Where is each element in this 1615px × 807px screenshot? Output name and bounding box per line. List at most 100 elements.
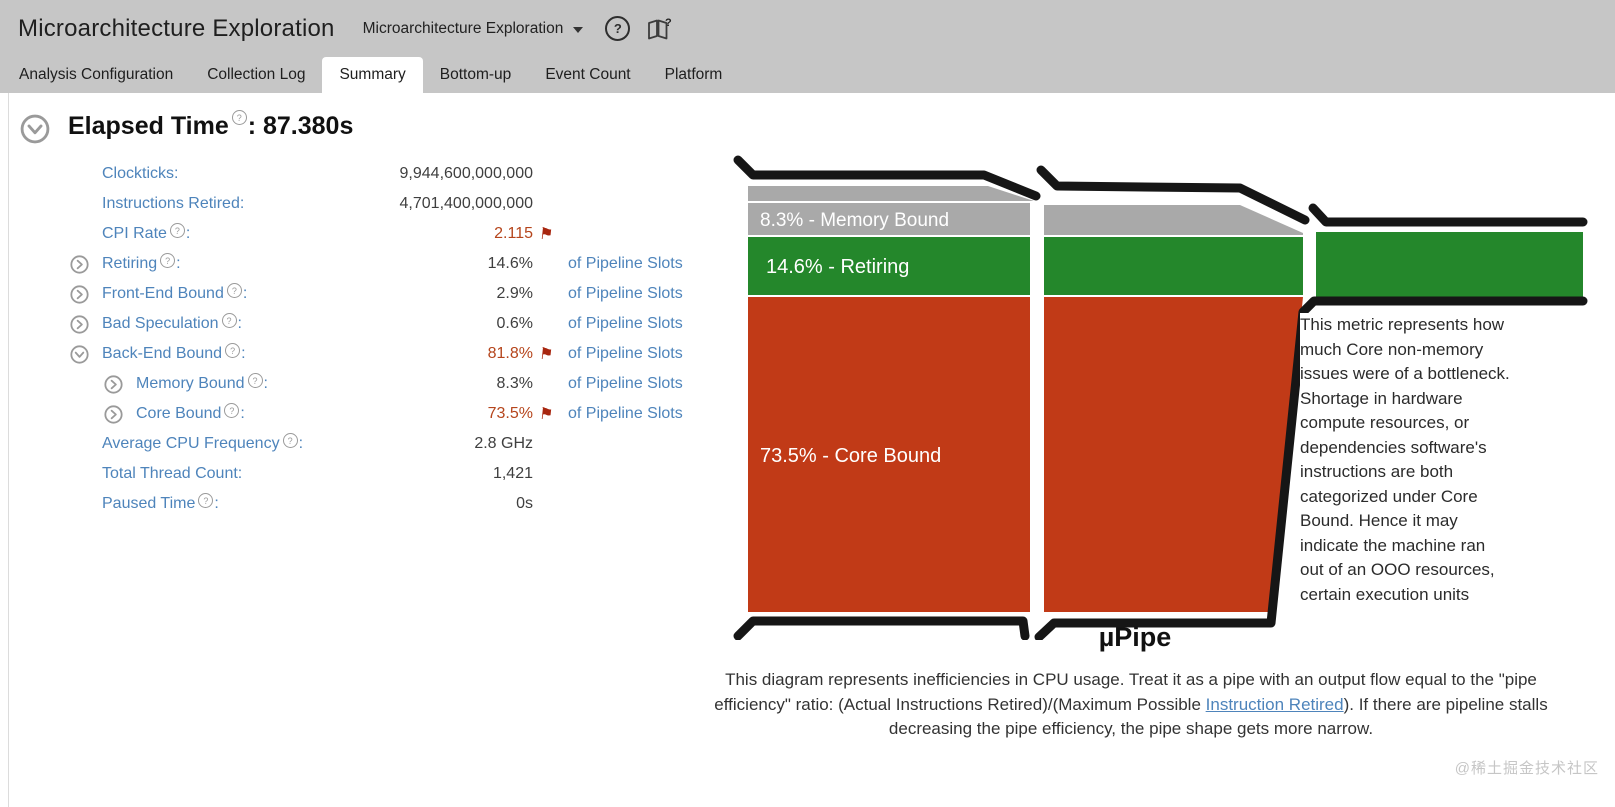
- flag-icon: ⚑: [538, 346, 555, 363]
- metric-label: Memory Bound: [136, 375, 245, 392]
- metric-value: 14.6%: [487, 255, 533, 272]
- watermark: @稀土掘金技术社区: [1454, 760, 1599, 777]
- help-icon[interactable]: ?: [221, 313, 237, 328]
- upipe-diagram: 8.3% - Memory Bound 14.6% - Retiring 73.…: [722, 140, 1592, 642]
- pipe-segment-memory-bound-2[interactable]: [1044, 205, 1303, 235]
- metric-label: Bad Speculation: [102, 315, 219, 332]
- metric-unit: of Pipeline Slots: [568, 375, 683, 392]
- metric-label: Total Thread Count: [102, 465, 238, 482]
- metric-value: 4,701,400,000,000: [399, 195, 533, 212]
- metric-unit: of Pipeline Slots: [568, 405, 683, 422]
- tab-bar: Analysis Configuration Collection Log Su…: [0, 57, 1615, 93]
- metric-label: Instructions Retired: [102, 195, 240, 212]
- metric-row-retiring: Retiring?: 14.6% of Pipeline Slots: [68, 250, 768, 280]
- metric-row-back-end-bound: Back-End Bound?: 81.8% ⚑ of Pipeline Slo…: [68, 340, 768, 370]
- metric-row-total-thread-count: Total Thread Count: 1,421: [102, 465, 533, 482]
- help-icon[interactable]: ?: [169, 223, 185, 238]
- app-title: Microarchitecture Exploration: [18, 14, 335, 42]
- metric-row-memory-bound: Memory Bound?: 8.3% of Pipeline Slots: [68, 370, 768, 400]
- metric-value: 0s: [516, 495, 533, 512]
- documentation-book-icon[interactable]: ?: [646, 17, 672, 41]
- metric-row-cpi-rate: CPI Rate?: 2.115 ⚑: [102, 223, 555, 243]
- instruction-retired-link[interactable]: Instruction Retired: [1205, 694, 1344, 714]
- metric-unit: of Pipeline Slots: [568, 285, 683, 302]
- pipe-label-retiring: 14.6% - Retiring: [766, 256, 909, 278]
- metric-value: 2.115: [494, 225, 533, 242]
- tab-collection-log[interactable]: Collection Log: [207, 66, 306, 83]
- metrics-list: Clockticks: 9,944,600,000,000 Instructio…: [68, 160, 768, 520]
- help-icon[interactable]: ?: [231, 110, 247, 125]
- expand-icon[interactable]: [104, 405, 123, 424]
- metric-row-average-cpu-frequency: Average CPU Frequency?: 2.8 GHz: [102, 433, 533, 452]
- pipe-segment-core-bound[interactable]: [748, 297, 1030, 612]
- expand-icon[interactable]: [70, 255, 89, 274]
- metric-label: Core Bound: [136, 405, 222, 422]
- analysis-selector-label: Microarchitecture Exploration: [362, 19, 564, 37]
- caption-text: This diagram represents inefficiencies i…: [714, 670, 1537, 714]
- chevron-down-icon: [573, 26, 584, 33]
- expand-icon[interactable]: [70, 315, 89, 334]
- metric-row-paused-time: Paused Time?: 0s: [102, 493, 533, 512]
- expand-icon[interactable]: [70, 285, 89, 304]
- metric-unit: of Pipeline Slots: [568, 315, 683, 332]
- metric-row-instructions-retired: Instructions Retired: 4,701,400,000,000: [102, 195, 533, 212]
- metric-row-bad-speculation: Bad Speculation?: 0.6% of Pipeline Slots: [68, 310, 768, 340]
- pipe-segment-core-bound-2[interactable]: [1044, 297, 1303, 612]
- analysis-type-selector[interactable]: Microarchitecture Exploration: [363, 20, 584, 38]
- help-icon[interactable]: ?: [160, 253, 176, 268]
- pipe-segment-retiring-3[interactable]: [1316, 232, 1583, 297]
- pipe-segment-memory-bound[interactable]: [748, 203, 1030, 235]
- metric-value: 81.8%: [487, 345, 533, 362]
- pipe-label-core-bound: 73.5% - Core Bound: [760, 445, 941, 467]
- metric-value: 0.6%: [496, 315, 533, 332]
- tab-analysis-configuration[interactable]: Analysis Configuration: [19, 66, 174, 83]
- help-icon[interactable]: ?: [226, 283, 242, 298]
- app-header: Microarchitecture Exploration Microarchi…: [0, 0, 1615, 57]
- help-icon[interactable]: ?: [605, 16, 631, 41]
- core-bound-tooltip: This metric represents how much Core non…: [1300, 313, 1510, 623]
- doc-help-mark: ?: [665, 17, 672, 29]
- metric-label: Front-End Bound: [102, 285, 224, 302]
- help-icon[interactable]: ?: [247, 373, 263, 388]
- panel-divider: [8, 93, 9, 807]
- metric-label: Clockticks: [102, 165, 175, 182]
- collapse-section-icon[interactable]: [20, 114, 50, 144]
- help-icon[interactable]: ?: [198, 493, 214, 508]
- flag-icon: ⚑: [538, 226, 555, 243]
- help-icon[interactable]: ?: [224, 403, 240, 418]
- expand-icon[interactable]: [104, 375, 123, 394]
- pipe-label-memory-bound: 8.3% - Memory Bound: [760, 210, 949, 231]
- help-icon[interactable]: ?: [282, 433, 298, 448]
- flag-icon: ⚑: [538, 406, 555, 423]
- pipe-segment-retiring[interactable]: [748, 237, 1030, 295]
- metric-value: 8.3%: [496, 375, 533, 392]
- metric-value: 2.8 GHz: [474, 435, 533, 452]
- collapse-icon[interactable]: [70, 345, 89, 364]
- metric-value: 1,421: [492, 465, 533, 482]
- tab-platform[interactable]: Platform: [664, 66, 723, 83]
- metric-unit: of Pipeline Slots: [568, 255, 683, 272]
- pipe-segment-retiring-2[interactable]: [1044, 237, 1303, 295]
- upipe-title: µPipe: [1098, 622, 1172, 652]
- section-title-label: Elapsed Time: [68, 112, 229, 140]
- pipe-gray-slope: [748, 186, 1034, 201]
- metric-label: Back-End Bound: [102, 345, 223, 362]
- upipe-caption: This diagram represents inefficiencies i…: [706, 668, 1556, 742]
- metric-label: Paused Time: [102, 495, 196, 512]
- caption-text: ). If there are pipeline stalls decreasi…: [888, 694, 1548, 739]
- tab-summary[interactable]: Summary: [322, 57, 423, 93]
- tab-event-count[interactable]: Event Count: [545, 66, 631, 83]
- metric-label: Retiring: [102, 255, 158, 272]
- metric-value: 2.9%: [496, 285, 533, 302]
- metric-value: 9,944,600,000,000: [399, 165, 533, 182]
- tab-bottom-up[interactable]: Bottom-up: [439, 66, 512, 83]
- help-icon[interactable]: ?: [225, 343, 241, 358]
- metric-row-core-bound: Core Bound?: 73.5% ⚑ of Pipeline Slots: [68, 400, 768, 430]
- elapsed-time-value: 87.380s: [263, 112, 354, 140]
- metric-label: Average CPU Frequency: [102, 435, 280, 452]
- elapsed-time-header: Elapsed Time?: 87.380s: [20, 110, 354, 144]
- pipe-outline: [733, 155, 1588, 642]
- metric-unit: of Pipeline Slots: [568, 345, 683, 362]
- metric-row-clockticks: Clockticks: 9,944,600,000,000: [102, 165, 533, 182]
- metric-label: CPI Rate: [102, 225, 167, 242]
